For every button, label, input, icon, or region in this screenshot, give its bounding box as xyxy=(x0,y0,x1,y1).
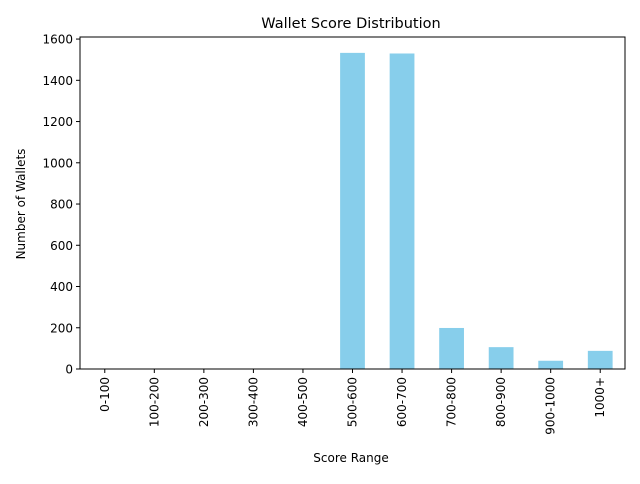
y-tick-label: 1000 xyxy=(42,156,73,170)
bar-900-1000 xyxy=(538,360,564,369)
y-tick-label: 1200 xyxy=(42,115,73,129)
y-tick-label: 1600 xyxy=(42,33,73,47)
x-tick-label: 400-500 xyxy=(296,377,310,427)
bar-1000+ xyxy=(587,350,613,369)
bar-800-900 xyxy=(488,347,514,369)
y-tick-label: 1400 xyxy=(42,74,73,88)
x-tick-label: 900-1000 xyxy=(544,377,558,435)
bar-600-700 xyxy=(389,53,415,370)
bars-group xyxy=(340,52,613,370)
chart-title: Wallet Score Distribution xyxy=(261,16,440,32)
y-tick-label: 200 xyxy=(50,321,73,335)
x-tick-label: 600-700 xyxy=(395,377,409,427)
x-tick-label: 300-400 xyxy=(246,377,260,427)
y-tick-label: 600 xyxy=(50,239,73,253)
y-tick-label: 800 xyxy=(50,198,73,212)
bar-700-800 xyxy=(439,327,464,369)
y-tick-label: 400 xyxy=(50,280,73,294)
x-tick-label: 500-600 xyxy=(346,377,360,427)
x-tick-label: 800-900 xyxy=(494,377,508,427)
plot-frame xyxy=(79,36,626,370)
y-tick-label: 0 xyxy=(65,363,73,377)
x-tick-label: 0-100 xyxy=(98,377,112,412)
y-axis-ticks: 0 200 400 600 800 1000 1200 1400 1600 xyxy=(42,33,80,377)
x-tick-label: 200-300 xyxy=(197,377,211,427)
x-axis-label: Score Range xyxy=(313,451,388,465)
x-tick-label: 100-200 xyxy=(147,377,161,427)
y-axis-label: Number of Wallets xyxy=(14,149,28,260)
x-axis-ticks: 0-100 100-200 200-300 300-400 400-500 500-600… xyxy=(98,369,607,435)
x-tick-label: 1000+ xyxy=(593,377,607,418)
bar-500-600 xyxy=(340,52,365,369)
x-tick-label: 700-800 xyxy=(445,377,459,427)
